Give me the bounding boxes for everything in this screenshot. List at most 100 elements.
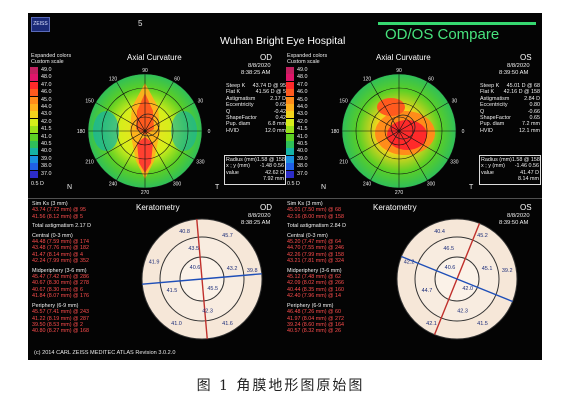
stat-value: 0.80 — [529, 102, 541, 109]
scale-swatch — [30, 163, 38, 171]
scale-value: 44.0 — [297, 104, 308, 110]
scale-value: 40.0 — [41, 148, 52, 155]
scale-label-1-os: Expanded colors — [287, 53, 328, 59]
stat-row: Flat K 42.16 D @ 158 — [480, 89, 540, 95]
scale-step-os: 0.5 D — [287, 181, 300, 187]
stat-value: 0.65 — [529, 115, 541, 122]
scale-swatch — [30, 89, 38, 97]
scale-value: 43.0 — [297, 111, 308, 118]
scale-swatch — [286, 155, 294, 163]
os-kerato-zone-map[interactable]: 46.5 44.7 42.3 45.1 40.4 42.2 41.5 39.2 45.2 42.1… — [394, 216, 520, 342]
scale-swatch — [286, 141, 294, 148]
stat-row: x ; y (mm) -1.46 0.56 — [481, 163, 539, 169]
scale-swatch — [30, 67, 38, 74]
axis-label: 240 — [109, 182, 118, 188]
scale-value: 47.0 — [41, 81, 52, 88]
zone-value: 42.3 — [202, 309, 213, 315]
stat-label: ShapeFactor — [480, 115, 511, 122]
scale-swatch — [286, 67, 294, 74]
zone-value: 43.5 — [188, 246, 199, 252]
kerato-line: Total astigmatism 2.17 D — [32, 223, 92, 230]
axis-label: 0 — [462, 129, 465, 135]
zone-value: 45.5 — [207, 286, 218, 292]
stat-label: Flat K — [226, 89, 241, 96]
stat-row: Steep K 43.74 D @ 95 — [226, 83, 286, 89]
stat-value: 42.62 D — [265, 169, 284, 176]
scale-value: 38.0 — [41, 163, 52, 170]
scale-swatch — [30, 141, 38, 148]
axis-label: 30 — [452, 99, 458, 105]
title-accent-bar — [378, 22, 536, 25]
axis-label: 60 — [174, 76, 180, 82]
scale-swatch — [30, 96, 38, 104]
od-kerato-list: Sim Ks (3 mm) 43.74 (7.72 mm) @ 95 41.56 (… — [32, 201, 137, 335]
scale-value: 37.0 — [41, 170, 52, 177]
os-kerato-title: Keratometry — [373, 203, 417, 212]
scale-value: 45.0 — [41, 96, 52, 103]
meridian-line — [456, 278, 513, 303]
scale-value: 40.0 — [297, 148, 308, 155]
scale-value: 46.0 — [297, 89, 308, 96]
scale-label-1: Expanded colors — [31, 53, 72, 59]
page-title: OD/OS Compare — [385, 26, 500, 43]
os-axial-map[interactable]: 90 120 60 150 30 180 0 210 330 240 300 270 N T — [315, 65, 483, 195]
od-zone-diagram: 43.5 41.5 42.3 43.2 40.8 41.9 41.6 39.8 45.7 41.0… — [141, 218, 263, 340]
kerato-line: 41.97 (8.04 mm) @ 272 — [287, 315, 345, 322]
stat-row: x ; y (mm) -1.48 0.56 — [226, 163, 284, 169]
stat-row: 8.14 mm — [481, 176, 539, 182]
kerato-line: 44.70 (7.55 mm) @ 246 — [287, 245, 345, 252]
stat-label: Astigmatism — [226, 95, 256, 102]
stat-value: 7.92 mm — [263, 176, 284, 183]
kerato-line: 42.24 (7.99 mm) @ 352 — [32, 258, 90, 265]
scale-swatch — [30, 155, 38, 163]
od-axial-map[interactable]: 90 120 60 150 30 180 0 210 330 240 300 270 N T — [61, 65, 229, 195]
os-kerato-eye: OS — [520, 203, 532, 212]
stat-label: Q — [226, 108, 231, 115]
stat-label: HVID — [226, 127, 239, 134]
os-radius-box: Radius (mm) 1.58 @ 158 x ; y (mm) -1.46 0.5… — [479, 155, 541, 185]
zone-value: 39.8 — [247, 268, 258, 274]
stat-row: Astigmatism 2.17 D — [226, 96, 286, 102]
kerato-line: Sim Ks (3 mm) — [32, 201, 68, 207]
stat-value: 42.16 D @ 158 — [503, 89, 540, 96]
zone-value: 46.5 — [443, 246, 454, 252]
scale-swatch — [30, 74, 38, 82]
os-stats-table: Steep K 45.01 D @ 68 Flat K 42.16 D @ 158 As… — [480, 83, 540, 134]
stat-label: Pup. diam — [480, 121, 505, 128]
stat-row: value 42.62 D — [226, 170, 284, 176]
kerato-line: 40.57 (8.32 mm) @ 26 — [287, 328, 342, 335]
kerato-line: 45.57 (7.41 mm) @ 243 — [32, 309, 90, 316]
kerato-line: 46.48 (7.26 mm) @ 60 — [287, 309, 342, 316]
scale-swatch — [30, 148, 38, 156]
axis-label: 90 — [396, 68, 402, 74]
kerato-line: 40.67 (8.30 mm) @ 278 — [32, 280, 90, 287]
os-kerato-time: 8:39:50 AM — [499, 220, 529, 226]
kerato-line: 41.22 (8.19 mm) @ 287 — [32, 315, 90, 322]
kerato-line: 43.48 (7.76 mm) @ 182 — [32, 245, 90, 252]
od-kerato-zone-map[interactable]: 43.5 41.5 42.3 43.2 40.8 41.9 41.6 39.8 45.7 41.0… — [139, 216, 265, 342]
scale-swatch — [30, 133, 38, 141]
stat-row: Q -0.42 — [226, 109, 286, 115]
stat-row: ShapeFactor 0.42 — [226, 115, 286, 121]
axis-label: 150 — [85, 99, 94, 105]
axis-label: 210 — [339, 159, 348, 165]
kerato-line: 40.80 (8.27 mm) @ 168 — [32, 328, 90, 335]
os-axis-labels: 90 120 60 150 30 180 0 210 330 240 300 270 — [331, 68, 465, 195]
stat-value: 1.58 @ 158 — [511, 157, 540, 163]
stat-value: 0.65 — [275, 102, 287, 109]
meridian-line — [142, 278, 203, 285]
scale-value: 40.5 — [297, 141, 308, 147]
zone-value: 45.1 — [482, 266, 493, 272]
zone-value: 41.0 — [171, 321, 182, 327]
scale-value: 44.0 — [41, 104, 52, 110]
zeiss-icon[interactable]: ZEISS — [31, 17, 50, 32]
od-kerato-title: Keratometry — [136, 203, 180, 212]
axis-label: 270 — [395, 190, 404, 195]
stat-label: value — [481, 169, 494, 176]
kerato-line: 45.47 (7.42 mm) @ 286 — [32, 274, 90, 281]
od-stats-table: Steep K 43.74 D @ 95 Flat K 41.56 D @ 5 Asti… — [226, 83, 286, 134]
stat-row: Flat K 41.56 D @ 5 — [226, 89, 286, 95]
stat-label: Eccentricity — [226, 102, 254, 109]
scale-swatch — [286, 118, 294, 126]
scale-step-od: 0.5 D — [31, 181, 44, 187]
